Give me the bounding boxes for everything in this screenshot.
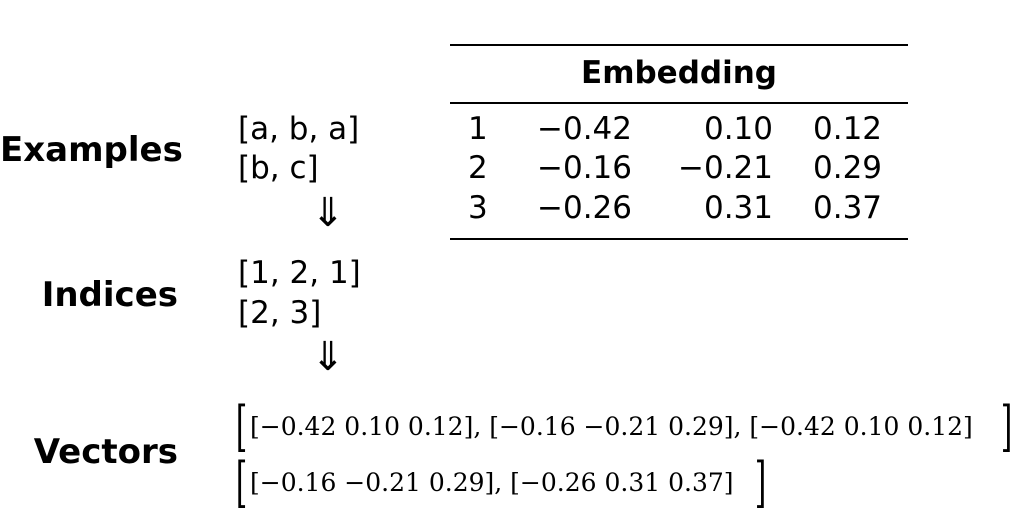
down-arrow-icon: ⇓ — [311, 334, 345, 380]
table-cell: −0.21 — [678, 150, 773, 186]
table-mid-rule — [450, 102, 908, 104]
table-row-index: 1 — [468, 111, 488, 147]
example-sequence-1: [a, b, a] — [238, 111, 360, 147]
table-cell: −0.26 — [537, 190, 632, 226]
down-arrow-icon: ⇓ — [311, 190, 345, 236]
vector-open-bracket: [ — [235, 395, 248, 458]
table-cell: 0.29 — [813, 150, 883, 186]
table-cell: −0.42 — [537, 111, 632, 147]
vector-close-bracket: ] — [754, 451, 767, 514]
table-row-index: 2 — [468, 150, 488, 186]
example-sequence-2: [b, c] — [238, 150, 319, 186]
embedding-title: Embedding — [581, 55, 777, 91]
table-cell: 0.10 — [703, 111, 773, 147]
indices-label: Indices — [41, 275, 178, 315]
table-cell: −0.16 — [537, 150, 632, 186]
table-cell: 0.37 — [813, 190, 883, 226]
index-sequence-2: [2, 3] — [238, 295, 322, 331]
table-top-rule — [450, 44, 908, 46]
table-bottom-rule — [450, 238, 908, 240]
vectors-label: Vectors — [33, 432, 178, 472]
examples-label: Examples — [0, 130, 183, 170]
table-row-index: 3 — [468, 190, 488, 226]
index-sequence-1: [1, 2, 1] — [238, 255, 361, 291]
vector-sequence-2: [−0.16 −0.21 0.29], [−0.26 0.31 0.37] — [250, 468, 734, 497]
vector-sequence-1: [−0.42 0.10 0.12], [−0.16 −0.21 0.29], [… — [250, 412, 973, 441]
vector-close-bracket: ] — [1000, 395, 1013, 458]
vector-open-bracket: [ — [235, 451, 248, 514]
table-cell: 0.12 — [813, 111, 883, 147]
table-cell: 0.31 — [703, 190, 773, 226]
